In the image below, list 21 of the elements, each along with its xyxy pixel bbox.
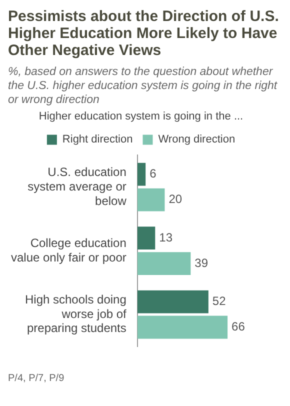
data-label: 39 [194,256,208,270]
data-label: 13 [159,230,173,244]
y-tick-label: U.S. education system average or below [28,164,127,208]
chart-title: Pessimists about the Direction of U.S. Higher Education More Likely to Have Other Negative Views [8,8,280,59]
y-tick-label: High schools doing worse job of preparing students [24,292,128,336]
data-label: 52 [212,294,226,308]
bar [137,316,228,339]
chart-subtitle: %, based on answers to the question about whether the U.S. higher education system is going in the right or wrong direction [8,65,278,107]
data-label: 6 [150,166,157,181]
y-tick-label: College education value only fair or poor [10,236,126,264]
legend-title: Higher education system is going in the ... [38,110,244,123]
bar [137,188,165,212]
text: P/4, P/7, P/9 [8,373,66,384]
legend-label: Right direction [62,134,133,146]
data-label: 66 [232,320,246,334]
bar [137,162,146,186]
data-label: 20 [168,192,182,206]
bar [137,290,208,314]
bar [137,252,191,276]
bar [137,226,156,250]
legend-label: Wrong direction [158,134,236,146]
